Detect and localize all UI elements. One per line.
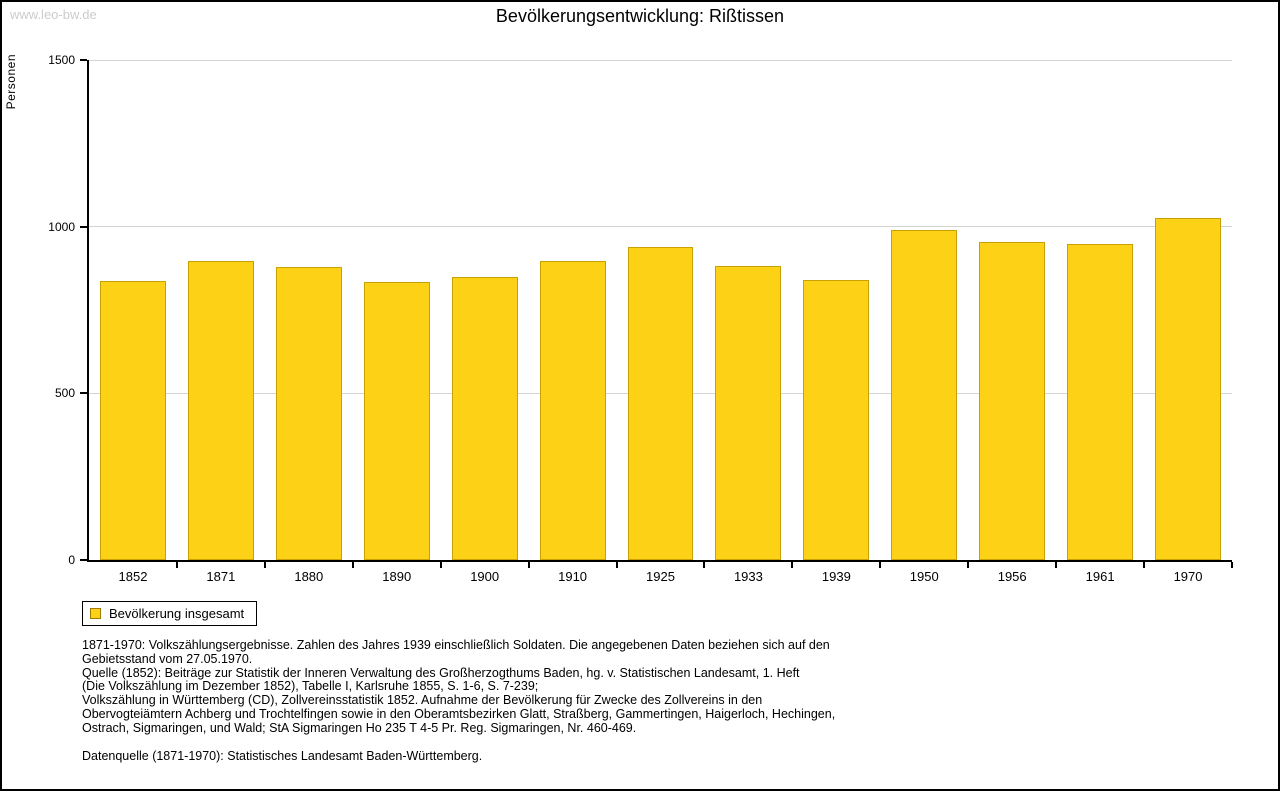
footnote-line: 1871-1970: Volkszählungsergebnisse. Zahl…	[82, 638, 830, 652]
x-axis-tick-label: 1852	[118, 569, 148, 584]
footnote-line: Volkszählung in Württemberg (CD), Zollve…	[82, 693, 763, 708]
bar-1950	[891, 230, 958, 560]
legend: Bevölkerung insgesamt	[82, 601, 258, 626]
bar-1961	[1067, 244, 1134, 560]
footnote-line: Obervogteiämtern Achberg und Trochtelfin…	[82, 706, 836, 721]
bar-1910	[539, 261, 606, 560]
y-axis-tick	[80, 392, 87, 395]
x-axis-tick-label: 1900	[470, 569, 500, 584]
watermark: www.leo-bw.de	[10, 7, 97, 22]
bar-1933	[715, 266, 782, 560]
y-axis-tick	[80, 225, 87, 228]
x-axis-tick	[967, 562, 970, 568]
x-axis-tick-label: 1970	[1173, 569, 1203, 584]
x-axis-tick	[791, 562, 794, 568]
footnote-line: Gebietsstand vom 27.05.1970.	[82, 651, 253, 666]
x-axis-tick	[1055, 562, 1058, 568]
footnote-line: Ostrach, Sigmaringen, und Wald; StA Sigm…	[82, 720, 637, 735]
chart-title: Bevölkerungsentwicklung: Rißtissen	[495, 6, 785, 26]
y-axis-tick-label: 1500	[48, 53, 75, 67]
x-axis-tick-label: 1880	[294, 569, 324, 584]
bar-1880	[275, 267, 342, 560]
legend-swatch-icon	[90, 608, 101, 619]
x-axis-tick-label: 1961	[1085, 569, 1115, 584]
x-axis-tick	[615, 562, 618, 568]
x-axis-tick	[175, 562, 178, 568]
y-axis-label: Personen	[4, 54, 18, 110]
bar-1925	[627, 247, 694, 560]
x-axis-tick	[263, 562, 266, 568]
bar-1970	[1155, 218, 1221, 560]
gridline-1500	[89, 59, 1232, 61]
gridline-1000	[89, 226, 1232, 228]
y-axis-tick	[80, 59, 87, 61]
x-axis-tick	[879, 562, 882, 568]
x-axis-tick-label: 1925	[646, 569, 675, 584]
x-axis-tick	[1231, 562, 1233, 568]
x-axis-tick-label: 1871	[206, 569, 236, 584]
bar-1900	[451, 277, 518, 560]
data-source-line: Datenquelle (1871-1970): Statistisches L…	[82, 748, 483, 763]
footnote-line: Quelle (1852): Beiträge zur Statistik de…	[82, 665, 800, 680]
x-axis-tick	[439, 562, 442, 568]
y-axis-tick-label: 1000	[48, 219, 75, 234]
footnote-spacer	[82, 736, 835, 750]
x-axis-tick-label: 1933	[733, 569, 763, 584]
x-axis-tick-label: 1950	[909, 569, 939, 584]
x-axis-tick	[1143, 562, 1146, 568]
bar-1956	[979, 242, 1046, 560]
x-axis-tick-label: 1910	[558, 569, 588, 584]
x-axis-tick	[703, 562, 706, 568]
x-axis-tick	[351, 562, 354, 568]
bar-1852	[99, 281, 166, 560]
bar-chart-plot-area: 0 500 1000 1500 1852 1871 1880 1890 1900 1910 1925…	[48, 53, 1233, 584]
x-axis-tick-label: 1890	[382, 569, 412, 584]
y-axis-tick	[80, 559, 87, 561]
x-axis-tick	[527, 562, 530, 568]
bar-1890	[363, 282, 430, 560]
legend-label: Bevölkerung insgesamt	[109, 606, 245, 621]
bar-1871	[187, 260, 254, 560]
y-axis-tick-label: 500	[54, 386, 75, 401]
bar-1939	[803, 280, 870, 560]
footnotes: 1871-1970: Volkszählungsergebnisse. Zahl…	[82, 638, 836, 763]
footnote-line: (Die Volkszählung im Dezember 1852), Tab…	[82, 679, 539, 694]
x-axis-tick-label: 1956	[997, 569, 1027, 584]
y-axis-tick-label: 0	[68, 553, 75, 567]
x-axis-tick-label: 1939	[821, 569, 851, 584]
